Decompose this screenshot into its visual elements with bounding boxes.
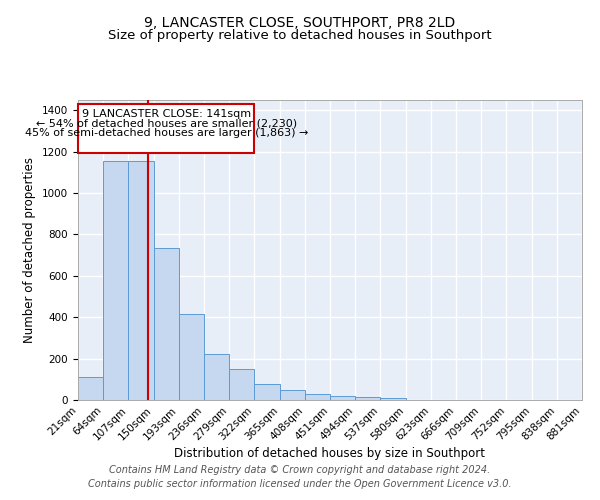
Bar xyxy=(78,104,254,153)
Bar xyxy=(229,369,254,400)
Bar xyxy=(355,397,380,400)
Text: ← 54% of detached houses are smaller (2,230): ← 54% of detached houses are smaller (2,… xyxy=(35,118,297,128)
Y-axis label: Number of detached properties: Number of detached properties xyxy=(23,157,37,343)
Text: 9, LANCASTER CLOSE, SOUTHPORT, PR8 2LD: 9, LANCASTER CLOSE, SOUTHPORT, PR8 2LD xyxy=(145,16,455,30)
X-axis label: Distribution of detached houses by size in Southport: Distribution of detached houses by size … xyxy=(175,448,485,460)
Bar xyxy=(305,394,330,400)
Bar xyxy=(154,248,179,400)
Bar xyxy=(280,390,305,400)
Text: 9 LANCASTER CLOSE: 141sqm: 9 LANCASTER CLOSE: 141sqm xyxy=(82,110,251,120)
Bar xyxy=(103,161,128,400)
Bar xyxy=(330,396,355,400)
Bar xyxy=(179,314,204,400)
Bar xyxy=(128,161,154,400)
Text: Contains HM Land Registry data © Crown copyright and database right 2024.
Contai: Contains HM Land Registry data © Crown c… xyxy=(88,465,512,489)
Text: Size of property relative to detached houses in Southport: Size of property relative to detached ho… xyxy=(108,29,492,42)
Text: 45% of semi-detached houses are larger (1,863) →: 45% of semi-detached houses are larger (… xyxy=(25,128,308,138)
Bar xyxy=(254,384,280,400)
Bar xyxy=(78,377,103,400)
Bar xyxy=(380,398,406,400)
Bar xyxy=(204,354,229,400)
